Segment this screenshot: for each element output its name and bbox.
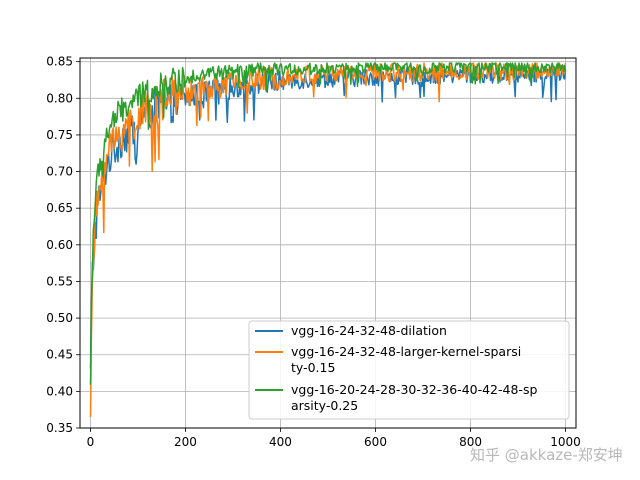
x-tick-label: 1000 [550,435,581,449]
x-tick-label: 0 [87,435,95,449]
legend-label: vgg-16-20-24-28-30-32-36-40-42-48-sp [291,382,537,397]
axis-ticks: 0 200 400 600 800 1000 0.35 0.40 0.45 0.50 0.55 0.6… [46,55,581,449]
legend-box [248,320,570,420]
x-tick-label: 600 [364,435,387,449]
y-tick-label: 0.40 [46,384,73,398]
series-line-3 [89,62,567,385]
grid [80,58,576,429]
y-tick-label: 0.50 [46,311,73,325]
legend-label: ty-0.15 [291,360,335,375]
watermark-text: 知乎 @akkaze-郑安坤 [470,446,623,464]
y-tick-label: 0.35 [46,421,73,435]
legend-label: arsity-0.25 [291,398,358,413]
y-tick-label: 0.60 [46,238,73,252]
x-tick-label: 800 [459,435,482,449]
y-tick-label: 0.70 [46,165,73,179]
y-tick-label: 0.55 [46,274,73,288]
x-tick-label: 400 [269,435,292,449]
series-lines [89,62,567,418]
legend-label: vgg-16-24-32-48-dilation [291,323,447,338]
y-tick-label: 0.85 [46,55,73,69]
y-tick-label: 0.45 [46,348,73,362]
legend-label: vgg-16-24-32-48-larger-kernel-sparsi [291,344,521,359]
x-tick-label: 200 [174,435,197,449]
y-tick-label: 0.65 [46,201,73,215]
plot-frame [79,57,577,429]
y-tick-label: 0.80 [46,91,73,105]
legend: vgg-16-24-32-48-dilation vgg-16-24-32-48-… [248,320,570,420]
y-tick-label: 0.75 [46,128,73,142]
